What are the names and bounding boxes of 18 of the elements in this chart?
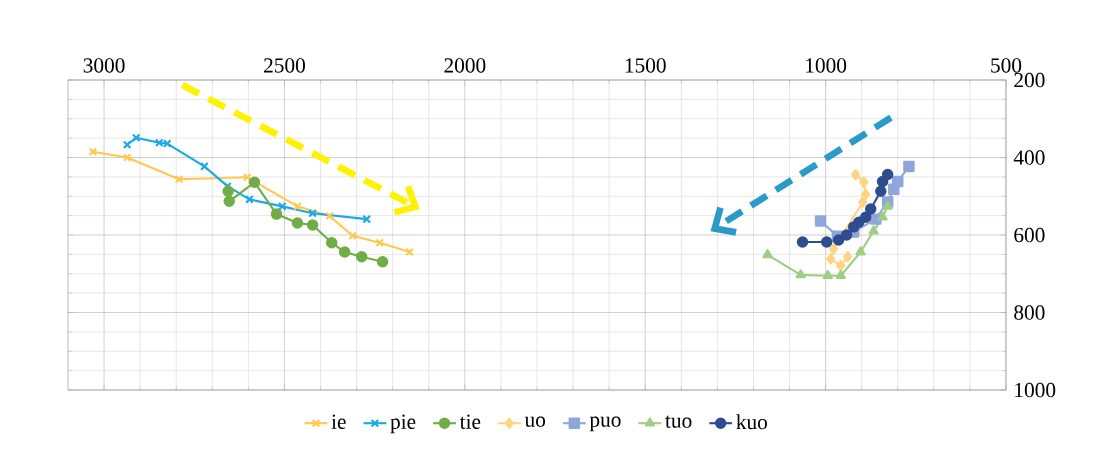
legend-label: pie	[390, 414, 416, 434]
x-tick-label: 3000	[83, 58, 125, 73]
x-tick-label: 1500	[625, 58, 666, 73]
x-tick-label: 2000	[444, 58, 486, 73]
x-tick-label: 500	[991, 58, 1022, 73]
y-tick-label: 1000	[1015, 382, 1056, 398]
legend-label: uo	[524, 416, 546, 427]
y-tick-label: 800	[1014, 305, 1045, 320]
legend-label: puo	[589, 416, 621, 432]
y-tick-label: 200	[1014, 72, 1045, 88]
legend-label: kuo	[736, 414, 767, 430]
x-tick-label: 2500	[264, 58, 305, 73]
legend-label: ie	[331, 414, 346, 429]
y-tick-label: 400	[1013, 150, 1045, 165]
y-tick-label: 600	[1014, 227, 1045, 243]
x-tick-label: 1000	[806, 58, 847, 73]
legend-label: tie	[459, 414, 481, 429]
legend-label: tuo	[665, 415, 692, 428]
